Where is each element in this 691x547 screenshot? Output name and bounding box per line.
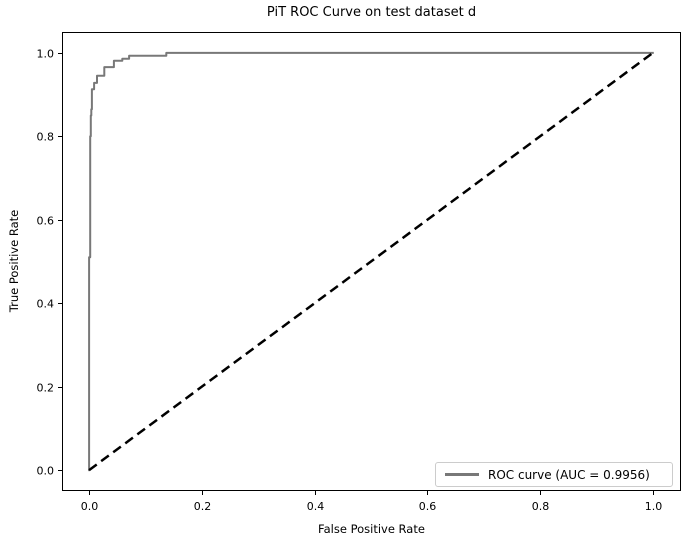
y-axis-label: True Positive Rate [7, 209, 21, 313]
y-tick-label: 0.2 [37, 382, 55, 395]
y-tick-label: 1.0 [37, 48, 55, 61]
legend: ROC curve (AUC = 0.9956) [435, 462, 673, 487]
chance-diagonal-line [88, 51, 654, 472]
roc-curve-line [88, 51, 654, 472]
x-tick-label: 0.2 [194, 500, 212, 513]
x-tick-label: 0.4 [307, 500, 325, 513]
roc-curve-legend-label: ROC curve (AUC = 0.9956) [488, 467, 650, 482]
x-axis-label: False Positive Rate [318, 522, 425, 536]
axes-spines [62, 32, 681, 491]
chart-title: PiT ROC Curve on test dataset d [266, 5, 477, 20]
y-tick-label: 0.6 [37, 215, 55, 228]
x-tick-label: 0.8 [532, 500, 550, 513]
y-tick-label: 0.8 [37, 131, 55, 144]
x-tick-label: 1.0 [645, 500, 663, 513]
x-tick-label: 0.0 [81, 500, 99, 513]
y-tick-label: 0.4 [37, 298, 55, 311]
roc-curve-legend-swatch [445, 473, 479, 476]
y-tick-label: 0.0 [37, 465, 55, 478]
x-tick-label: 0.6 [419, 500, 437, 513]
